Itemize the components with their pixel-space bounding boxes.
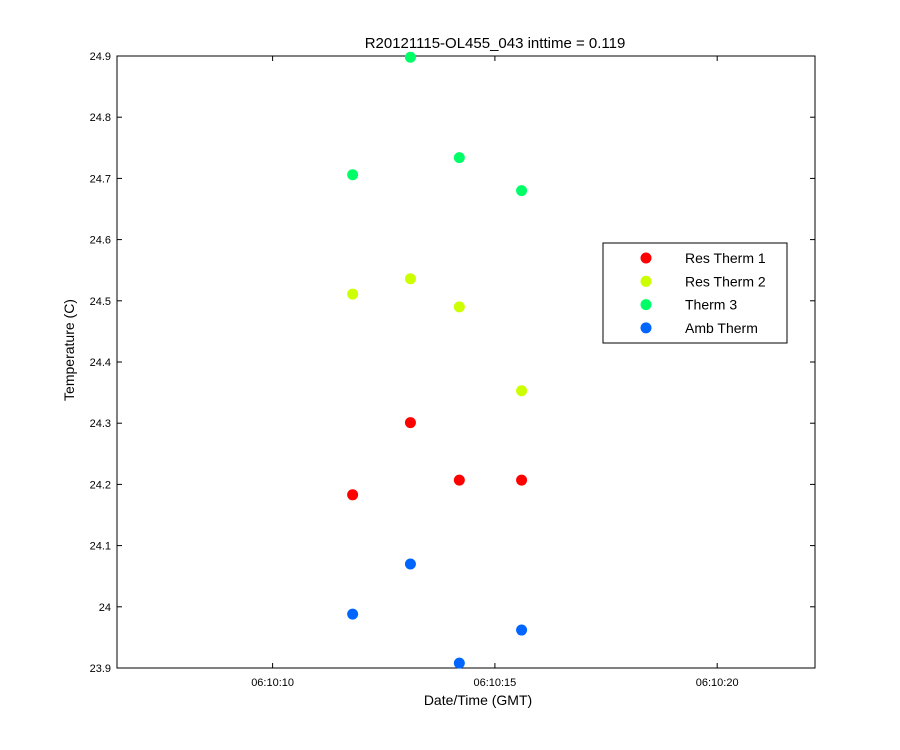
x-tick-label: 06:10:10 xyxy=(251,677,294,689)
x-tick-label: 06:10:15 xyxy=(473,677,516,689)
y-tick-label: 24.5 xyxy=(90,296,111,308)
y-tick-label: 24.6 xyxy=(90,235,111,247)
point-res-therm-1 xyxy=(453,474,465,486)
point-therm-3 xyxy=(347,169,359,181)
chart-title: R20121115-OL455_043 inttime = 0.119 xyxy=(365,35,626,52)
legend: Res Therm 1 Res Therm 2 Therm 3 Amb Therm xyxy=(602,242,788,344)
point-res-therm-1 xyxy=(347,489,359,501)
y-tick-label: 24.8 xyxy=(90,112,111,124)
y-tick-label: 24.3 xyxy=(90,418,111,430)
data-points xyxy=(347,51,528,669)
legend-box xyxy=(602,242,788,344)
point-therm-3 xyxy=(404,51,416,63)
y-tick-label: 24.4 xyxy=(90,357,111,369)
y-tick-label: 24.1 xyxy=(90,541,111,553)
y-tick-label: 24.2 xyxy=(90,479,111,491)
point-res-therm-1 xyxy=(404,417,416,429)
x-tick-label: 06:10:20 xyxy=(696,677,739,689)
point-res-therm-2 xyxy=(453,301,465,313)
point-res-therm-2 xyxy=(404,273,416,285)
x-axis-label: Date/Time (GMT) xyxy=(424,692,532,708)
y-tick-label: 24 xyxy=(99,602,111,614)
legend-marker-amb-therm xyxy=(640,322,652,334)
point-therm-3 xyxy=(453,152,465,164)
point-amb-therm xyxy=(453,657,465,669)
y-tick-label: 24.7 xyxy=(90,173,111,185)
legend-marker-res-therm-1 xyxy=(640,252,652,264)
point-res-therm-2 xyxy=(347,288,359,300)
legend-marker-res-therm-2 xyxy=(640,275,652,287)
legend-label-res-therm-2: Res Therm 2 xyxy=(685,273,766,289)
point-res-therm-2 xyxy=(516,385,528,397)
point-amb-therm xyxy=(516,624,528,636)
y-axis: 23.9 24 24.1 24.2 24.3 24.4 24.5 24.6 24.7 24.8 24… xyxy=(90,51,815,675)
point-amb-therm xyxy=(347,608,359,620)
legend-label-amb-therm: Amb Therm xyxy=(685,320,758,336)
point-therm-3 xyxy=(516,185,528,197)
legend-marker-therm-3 xyxy=(640,299,652,311)
plot-area xyxy=(116,55,816,669)
legend-label-therm-3: Therm 3 xyxy=(685,297,737,313)
y-tick-label: 24.9 xyxy=(90,51,111,63)
point-amb-therm xyxy=(404,558,416,570)
y-axis-label: Temperature (C) xyxy=(61,299,77,401)
point-res-therm-1 xyxy=(516,474,528,486)
y-tick-label: 23.9 xyxy=(90,663,111,675)
x-axis: 06:10:10 06:10:15 06:10:20 xyxy=(251,56,739,689)
legend-label-res-therm-1: Res Therm 1 xyxy=(685,250,766,266)
